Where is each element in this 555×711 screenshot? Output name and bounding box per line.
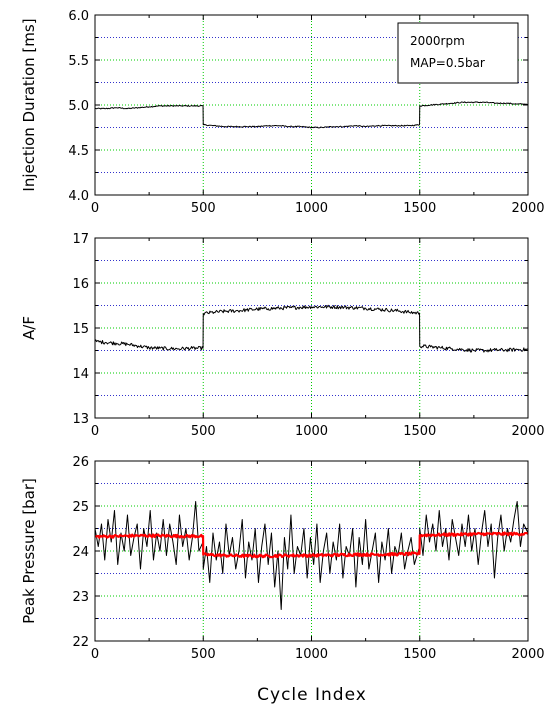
y-tick-label: 4.5 — [68, 144, 89, 159]
legend: 2000rpm MAP=0.5bar — [397, 22, 519, 84]
y-tick-label: 17 — [72, 232, 89, 247]
y-tick-label: 6.0 — [68, 9, 89, 24]
x-tick-label: 1000 — [295, 201, 328, 216]
y-tick-label: 24 — [72, 545, 89, 560]
x-tick-label: 1000 — [295, 424, 328, 439]
chart-panel-3: 0 500 1000 1500 2000 22 23 24 25 26 Peak Pressure … — [20, 455, 545, 662]
y-tick-label: 5.5 — [68, 54, 89, 69]
x-tick-label: 1500 — [403, 201, 436, 216]
y-tick-label: 13 — [72, 412, 89, 427]
y-axis-title: Peak Pressure [bar] — [20, 478, 38, 624]
y-tick-label: 4.0 — [68, 189, 89, 204]
y-tick-label: 14 — [72, 367, 89, 382]
x-tick-label: 500 — [191, 647, 216, 662]
y-tick-label: 5.0 — [68, 99, 89, 114]
legend-box — [397, 22, 519, 84]
series-line-2 — [94, 531, 529, 559]
x-tick-label: 2000 — [511, 201, 544, 216]
x-tick-label: 0 — [91, 201, 99, 216]
x-tick-label: 2000 — [511, 424, 544, 439]
x-tick-label: 1500 — [403, 647, 436, 662]
x-tick-label: 1500 — [403, 424, 436, 439]
y-tick-label: 26 — [72, 455, 89, 470]
legend-text: MAP=0.5bar — [410, 56, 485, 70]
y-tick-label: 16 — [72, 277, 89, 292]
series-line-1 — [94, 501, 529, 610]
y-tick-label: 22 — [72, 635, 89, 650]
x-tick-label: 0 — [91, 424, 99, 439]
x-axis-title: Cycle Index — [257, 685, 367, 705]
chart-panel-2: 0 500 1000 1500 2000 13 14 15 16 17 A/F — [20, 232, 545, 439]
series-line-1 — [94, 101, 529, 129]
chart-panel-1: 0 500 1000 1500 2000 4.0 4.5 5.0 5.5 6.0 Injection… — [20, 9, 545, 216]
y-axis-title: Injection Duration [ms] — [20, 18, 38, 191]
x-tick-label: 500 — [191, 424, 216, 439]
x-tick-label: 1000 — [295, 647, 328, 662]
y-axis-title: A/F — [20, 316, 38, 340]
series-line-1 — [94, 304, 529, 353]
legend-text: 2000rpm — [410, 34, 465, 48]
y-tick-label: 15 — [72, 322, 89, 337]
x-tick-label: 0 — [91, 647, 99, 662]
x-tick-label: 2000 — [511, 647, 544, 662]
y-tick-label: 25 — [72, 500, 89, 515]
y-tick-label: 23 — [72, 590, 89, 605]
x-tick-label: 500 — [191, 201, 216, 216]
